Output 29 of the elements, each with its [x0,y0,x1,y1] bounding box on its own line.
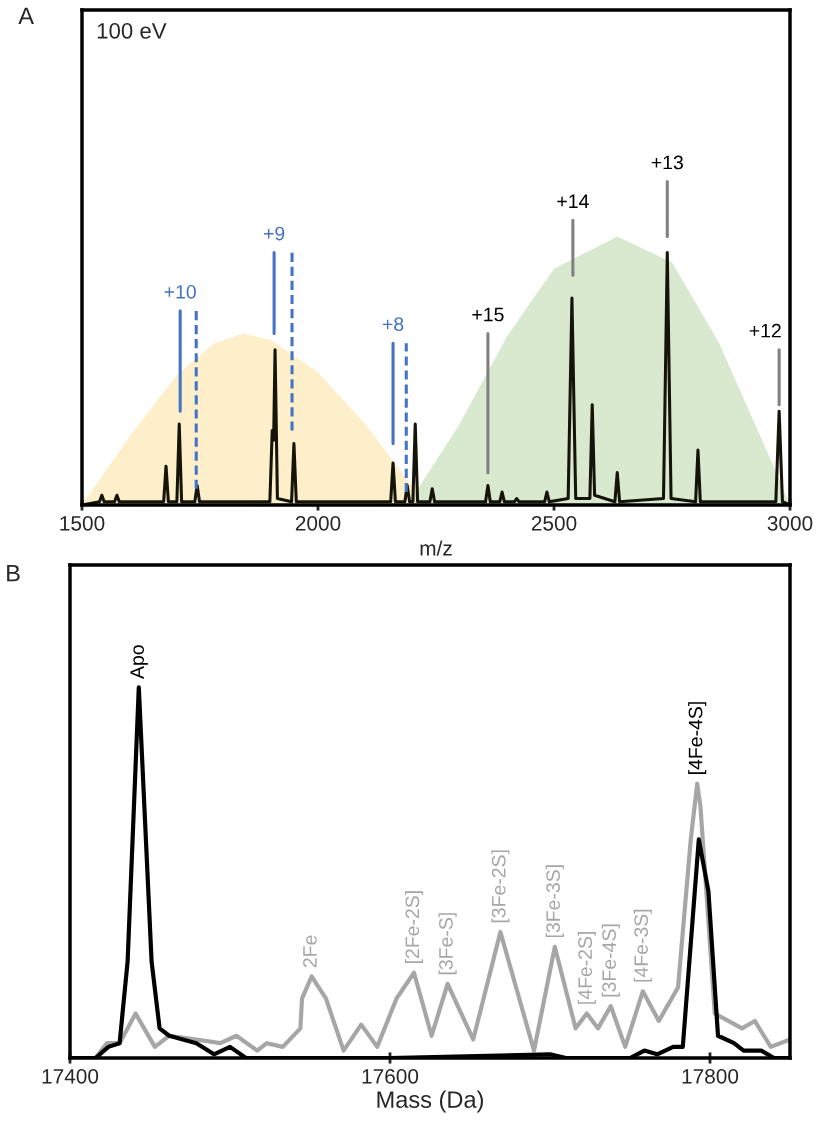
chart-title: B [7,565,20,582]
annotation: +10 [164,284,196,299]
annotation: [3Fe-2S] [491,850,510,923]
annotation: [3Fe-S] [438,913,457,975]
text: 100 eV [97,22,167,39]
x-tick-label: 17400 [42,1068,99,1084]
chart-title: A [18,7,34,24]
annotation: [3Fe-3S] [545,865,564,938]
annotation: +12 [749,323,781,338]
annotation: [2Fe-2S] [404,891,424,964]
annotation: +14 [557,194,589,208]
annotation: [4Fe-4S] [688,702,707,774]
x-axis-title: Mass (Da) [377,1090,483,1113]
x-tick-label: 17800 [682,1068,739,1084]
x-tick-label: 17600 [362,1068,419,1084]
annotation: [4Fe-2S] [577,932,596,1004]
x-tick-label: 2500 [531,515,577,531]
x-axis-title: m/z [420,540,452,556]
annotation: +8 [382,317,404,332]
annotation: Apo [130,645,148,679]
annotation: +9 [263,226,285,241]
x-tick-label: 1500 [60,515,105,531]
x-tick-label: 2000 [295,515,341,531]
annotation: +15 [472,307,504,322]
annotation: 2Fe [303,935,317,968]
x-tick-label: 3000 [767,515,813,531]
annotation: [4Fe-3S] [633,909,652,982]
annotation: +13 [651,155,683,170]
annotation: [3Fe-4S] [601,924,620,997]
